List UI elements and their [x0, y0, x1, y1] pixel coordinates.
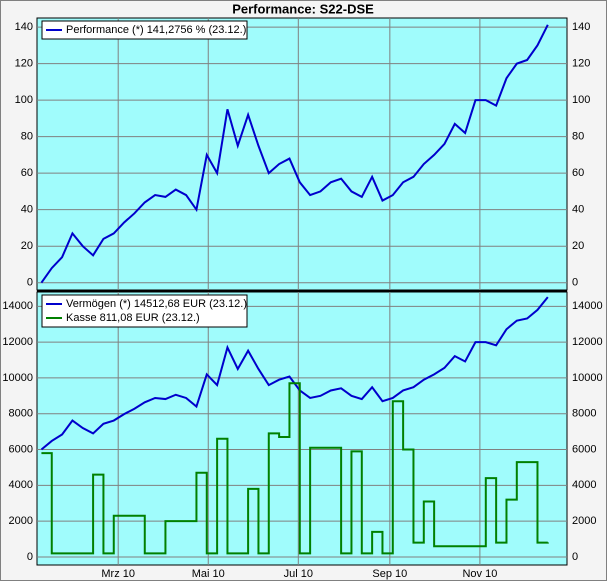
- y-tick-label: 10000: [2, 372, 33, 384]
- series-line: [40, 24, 549, 284]
- y-tick-label: 120: [15, 58, 33, 70]
- legend-label: Vermögen (*) 14512,68 EUR (23.12.): [66, 298, 247, 310]
- y-tick-label: 8000: [9, 408, 33, 420]
- y-tick-label-right: 120: [572, 58, 590, 70]
- y-tick-label-right: 2000: [572, 515, 596, 527]
- y-tick-label: 14000: [2, 300, 33, 312]
- y-tick-label-right: 20: [572, 240, 584, 252]
- y-tick-label: 0: [27, 277, 33, 289]
- plot-area: [36, 291, 568, 566]
- y-tick-label-right: 8000: [572, 408, 596, 420]
- y-tick-label-right: 80: [572, 131, 584, 143]
- x-tick-label: Nov 10: [462, 568, 497, 580]
- y-tick-label: 100: [15, 94, 33, 106]
- y-tick-label: 80: [21, 131, 33, 143]
- y-tick-label-right: 0: [572, 551, 578, 563]
- y-tick-label: 4000: [9, 479, 33, 491]
- legend-label: Kasse 811,08 EUR (23.12.): [66, 312, 200, 324]
- y-tick-label-right: 12000: [572, 336, 603, 348]
- chart-title: Performance: S22-DSE: [232, 1, 374, 16]
- y-tick-label-right: 6000: [572, 443, 596, 455]
- legend-box: [41, 20, 248, 40]
- y-tick-label: 6000: [9, 443, 33, 455]
- y-tick-label-right: 40: [572, 204, 584, 216]
- y-tick-label-right: 140: [572, 21, 590, 33]
- y-tick-label: 140: [15, 21, 33, 33]
- y-tick-label-right: 14000: [572, 300, 603, 312]
- y-tick-label: 60: [21, 167, 33, 179]
- plot-area: [36, 17, 568, 291]
- y-tick-label-right: 10000: [572, 372, 603, 384]
- x-tick-label: Sep 10: [372, 568, 407, 580]
- y-tick-label: 2000: [9, 515, 33, 527]
- legend-box: [41, 294, 248, 328]
- legend-label: Performance (*) 141,2756 % (23.12.): [66, 24, 246, 36]
- y-tick-label: 20: [21, 240, 33, 252]
- y-tick-label: 40: [21, 204, 33, 216]
- y-tick-label-right: 60: [572, 167, 584, 179]
- x-tick-label: Jul 10: [284, 568, 313, 580]
- y-tick-label: 12000: [2, 336, 33, 348]
- y-tick-label: 0: [27, 551, 33, 563]
- y-tick-label-right: 100: [572, 94, 590, 106]
- y-tick-label-right: 4000: [572, 479, 596, 491]
- x-tick-label: Mrz 10: [101, 568, 135, 580]
- series-line: [41, 382, 549, 555]
- y-tick-label-right: 0: [572, 277, 578, 289]
- x-tick-label: Mai 10: [192, 568, 225, 580]
